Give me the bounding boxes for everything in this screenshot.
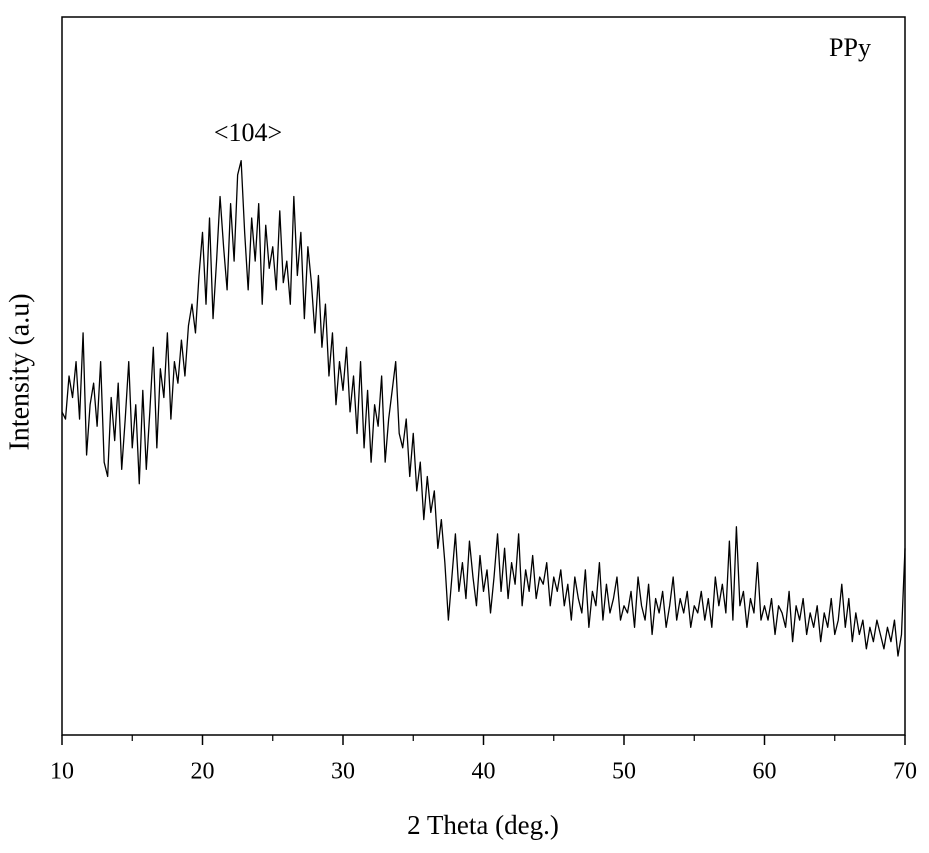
x-tick-label: 40 bbox=[472, 759, 496, 785]
x-axis-label: 2 Theta (deg.) bbox=[407, 810, 559, 840]
x-tick-label: 10 bbox=[50, 759, 74, 785]
chart-title: PPy bbox=[829, 33, 871, 62]
x-tick-label: 70 bbox=[893, 759, 917, 785]
peak-annotation: <104> bbox=[214, 118, 282, 147]
data-line bbox=[61, 159, 906, 657]
x-tick-label: 50 bbox=[612, 759, 636, 785]
x-tick-label: 20 bbox=[191, 759, 215, 785]
x-tick-label: 30 bbox=[331, 759, 355, 785]
plot-frame bbox=[61, 16, 906, 736]
x-tick-label: 60 bbox=[753, 759, 777, 785]
y-axis-label: Intensity (a.u) bbox=[4, 293, 35, 450]
